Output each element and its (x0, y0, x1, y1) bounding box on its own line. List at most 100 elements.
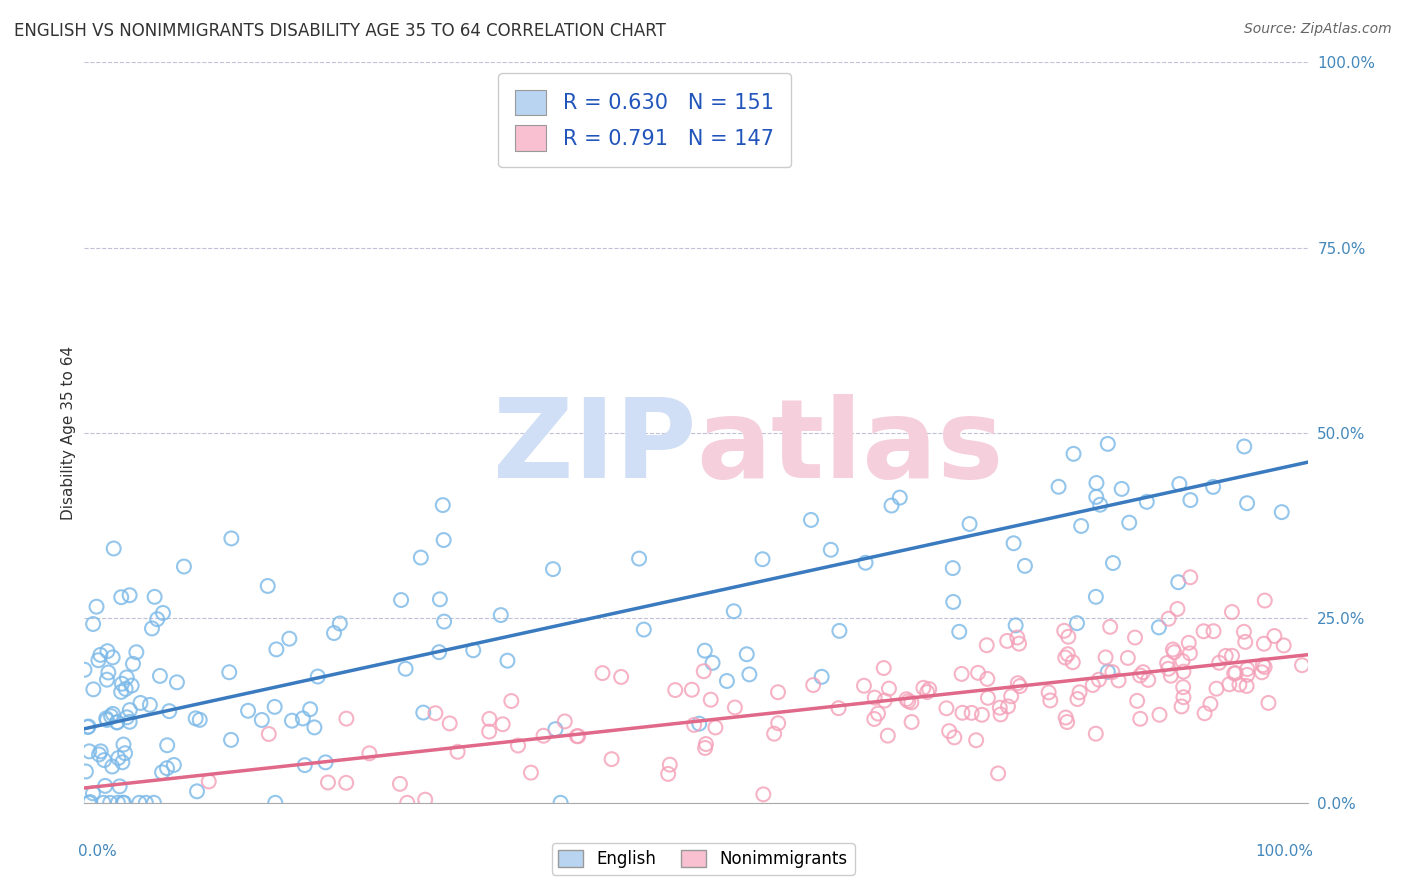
Point (1236, 679, 1258, 693)
Point (1194, 706, 1216, 721)
Point (446, 745, 468, 759)
Point (738, 667, 761, 681)
Point (101, 759, 124, 773)
Point (107, 796, 129, 810)
Point (77, 719, 100, 733)
Point (394, 662, 416, 676)
Point (219, 732, 242, 747)
Point (439, 716, 461, 731)
Point (976, 638, 998, 652)
Point (1253, 660, 1275, 674)
Point (1063, 447, 1085, 461)
Point (425, 706, 447, 721)
Point (257, 727, 280, 741)
Point (1180, 493, 1202, 508)
Point (82, 682, 104, 697)
Point (896, 692, 918, 706)
Point (114, 681, 136, 696)
Point (1220, 605, 1243, 619)
Point (1167, 575, 1189, 590)
Point (1220, 648, 1243, 663)
Point (766, 716, 789, 731)
Point (1202, 480, 1225, 494)
Point (600, 752, 623, 766)
Point (1173, 665, 1195, 679)
Point (948, 624, 970, 639)
Point (323, 626, 346, 640)
Point (1108, 673, 1130, 688)
Point (533, 729, 555, 743)
Point (1057, 630, 1080, 644)
Point (149, 669, 172, 683)
Point (316, 775, 339, 789)
Point (950, 667, 973, 681)
Point (100, 709, 122, 723)
Point (1014, 558, 1036, 573)
Point (967, 665, 990, 680)
Point (693, 643, 716, 657)
Point (1161, 642, 1184, 657)
Point (110, 591, 132, 605)
Point (873, 661, 896, 675)
Point (112, 796, 135, 810)
Point (87, 653, 110, 667)
Point (1227, 677, 1250, 691)
Point (1085, 475, 1108, 490)
Point (221, 532, 243, 546)
Point (266, 642, 288, 657)
Point (990, 707, 1012, 722)
Point (291, 711, 314, 725)
Point (1085, 490, 1108, 504)
Point (889, 491, 911, 505)
Point (681, 682, 703, 697)
Point (1066, 692, 1088, 706)
Point (1173, 680, 1195, 694)
Point (1007, 631, 1029, 645)
Point (877, 681, 900, 696)
Point (281, 714, 304, 728)
Point (1171, 654, 1194, 668)
Point (724, 700, 747, 714)
Point (1038, 685, 1060, 699)
Point (752, 788, 775, 802)
Point (610, 670, 633, 684)
Point (695, 737, 717, 751)
Point (156, 761, 179, 775)
Point (1062, 655, 1084, 669)
Point (1126, 694, 1149, 708)
Point (110, 685, 132, 699)
Point (166, 675, 188, 690)
Point (567, 729, 589, 743)
Point (335, 776, 357, 790)
Point (152, 606, 174, 620)
Point (197, 774, 219, 789)
Point (541, 562, 564, 576)
Point (146, 612, 169, 626)
Point (702, 656, 724, 670)
Point (82, 617, 104, 632)
Point (1233, 440, 1256, 454)
Point (79, 795, 101, 809)
Point (1056, 714, 1078, 729)
Point (1234, 635, 1257, 649)
Point (278, 632, 301, 646)
Point (880, 499, 903, 513)
Point (429, 592, 451, 607)
Point (413, 792, 436, 806)
Point (427, 645, 450, 659)
Point (688, 716, 710, 731)
Point (1208, 656, 1230, 670)
Point (489, 608, 512, 623)
Point (94, 779, 117, 793)
Point (1047, 480, 1070, 494)
Point (184, 711, 207, 725)
Point (409, 550, 432, 565)
Point (565, 729, 588, 743)
Point (554, 714, 576, 729)
Point (866, 706, 889, 721)
Point (897, 694, 920, 708)
Point (128, 796, 150, 810)
Point (716, 673, 738, 688)
Point (463, 643, 485, 657)
Point (433, 615, 456, 629)
